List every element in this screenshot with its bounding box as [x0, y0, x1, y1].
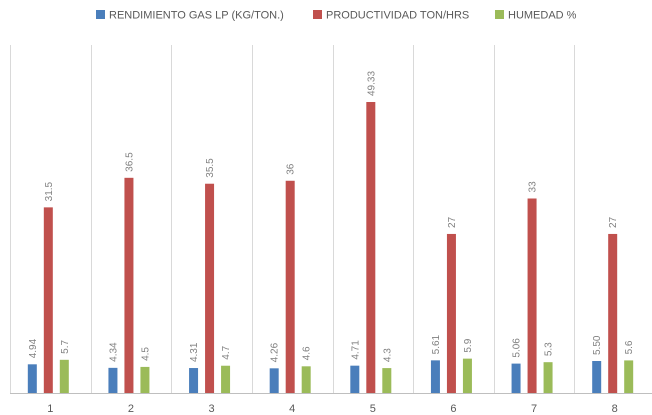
data-label-series-2-cat-7: 33 [528, 181, 539, 193]
data-label-series-2-cat-8: 27 [608, 216, 619, 228]
bar-series-3-cat-6 [462, 358, 472, 394]
data-label-series-2-cat-2: 36.5 [124, 152, 135, 172]
bar-series-1-cat-5 [350, 365, 360, 394]
data-label-series-3-cat-4: 4.6 [302, 346, 313, 360]
bar-series-1-cat-3 [189, 368, 199, 394]
bar-series-3-cat-4 [301, 366, 311, 394]
x-tick-label: 8 [612, 403, 618, 415]
data-label-series-1-cat-6: 5.61 [431, 334, 442, 354]
data-label-series-3-cat-1: 5.7 [60, 339, 71, 353]
data-label-series-2-cat-6: 27 [447, 216, 458, 228]
bar-series-3-cat-7 [543, 362, 553, 394]
x-axis: 1 2 3 4 5 6 7 8 [10, 393, 652, 415]
bar-series-1-cat-7 [511, 363, 521, 394]
data-label-series-2-cat-3: 35.5 [205, 158, 216, 178]
data-label-series-1-cat-2: 4.34 [108, 342, 119, 362]
bar-series-2-cat-6 [446, 233, 456, 394]
bar-series-3-cat-5 [382, 368, 392, 394]
legend-label-1: RENDIMIENTO GAS LP (KG/TON.) [109, 10, 284, 22]
x-tick-label: 3 [209, 403, 215, 415]
data-label-series-3-cat-5: 4.3 [382, 348, 393, 362]
data-label-series-2-cat-1: 31.5 [44, 181, 55, 201]
data-label-series-2-cat-4: 36 [286, 163, 297, 175]
legend-swatch-1 [96, 10, 105, 19]
bar-series-2-cat-5 [366, 102, 376, 394]
legend: RENDIMIENTO GAS LP (KG/TON.) PRODUCTIVIDA… [96, 10, 577, 22]
bar-series-2-cat-7 [527, 198, 537, 394]
bar-series-2-cat-3 [205, 183, 215, 394]
legend-swatch-3 [495, 10, 504, 19]
bar-series-1-cat-1 [27, 364, 37, 394]
data-labels: 4.94 31.5 5.7 4.34 36.5 4.5 4.31 35.5 4.7 4.26 36 4… [28, 71, 635, 363]
data-label-series-2-cat-5: 49.33 [366, 71, 377, 96]
bar-series-2-cat-2 [124, 177, 134, 394]
data-label-series-3-cat-2: 4.5 [140, 347, 151, 361]
x-tick-label: 5 [370, 403, 376, 415]
x-tick-label: 1 [47, 403, 53, 415]
bars [27, 102, 634, 394]
data-label-series-1-cat-8: 5.50 [592, 335, 603, 355]
x-tick-label: 7 [531, 403, 537, 415]
bar-series-3-cat-2 [140, 366, 150, 394]
legend-swatch-2 [313, 10, 322, 19]
data-label-series-1-cat-4: 4.26 [270, 342, 281, 362]
x-tick-label: 2 [128, 403, 134, 415]
category-separators [10, 45, 575, 394]
x-tick-label: 6 [450, 403, 456, 415]
data-label-series-1-cat-1: 4.94 [28, 338, 39, 358]
legend-label-3: HUMEDAD % [508, 10, 577, 22]
x-tick-label: 4 [289, 403, 295, 415]
bar-series-3-cat-8 [624, 360, 634, 394]
data-label-series-3-cat-8: 5.6 [624, 340, 635, 354]
data-label-series-3-cat-6: 5.9 [463, 338, 474, 352]
data-label-series-3-cat-7: 5.3 [544, 342, 555, 356]
data-label-series-1-cat-5: 4.71 [350, 340, 361, 360]
bar-series-1-cat-4 [269, 368, 279, 394]
legend-label-2: PRODUCTIVIDAD TON/HRS [326, 10, 469, 22]
bar-series-1-cat-2 [108, 367, 118, 394]
bar-series-3-cat-3 [221, 365, 231, 394]
bar-series-1-cat-6 [430, 360, 440, 394]
bar-series-1-cat-8 [592, 360, 602, 394]
data-label-series-3-cat-3: 4.7 [221, 345, 232, 359]
data-label-series-1-cat-3: 4.31 [189, 342, 200, 362]
bar-series-2-cat-8 [608, 233, 618, 394]
data-label-series-1-cat-7: 5.06 [512, 338, 523, 358]
bar-series-2-cat-4 [285, 180, 295, 394]
bar-series-3-cat-1 [59, 359, 69, 394]
bar-series-2-cat-1 [43, 207, 53, 394]
